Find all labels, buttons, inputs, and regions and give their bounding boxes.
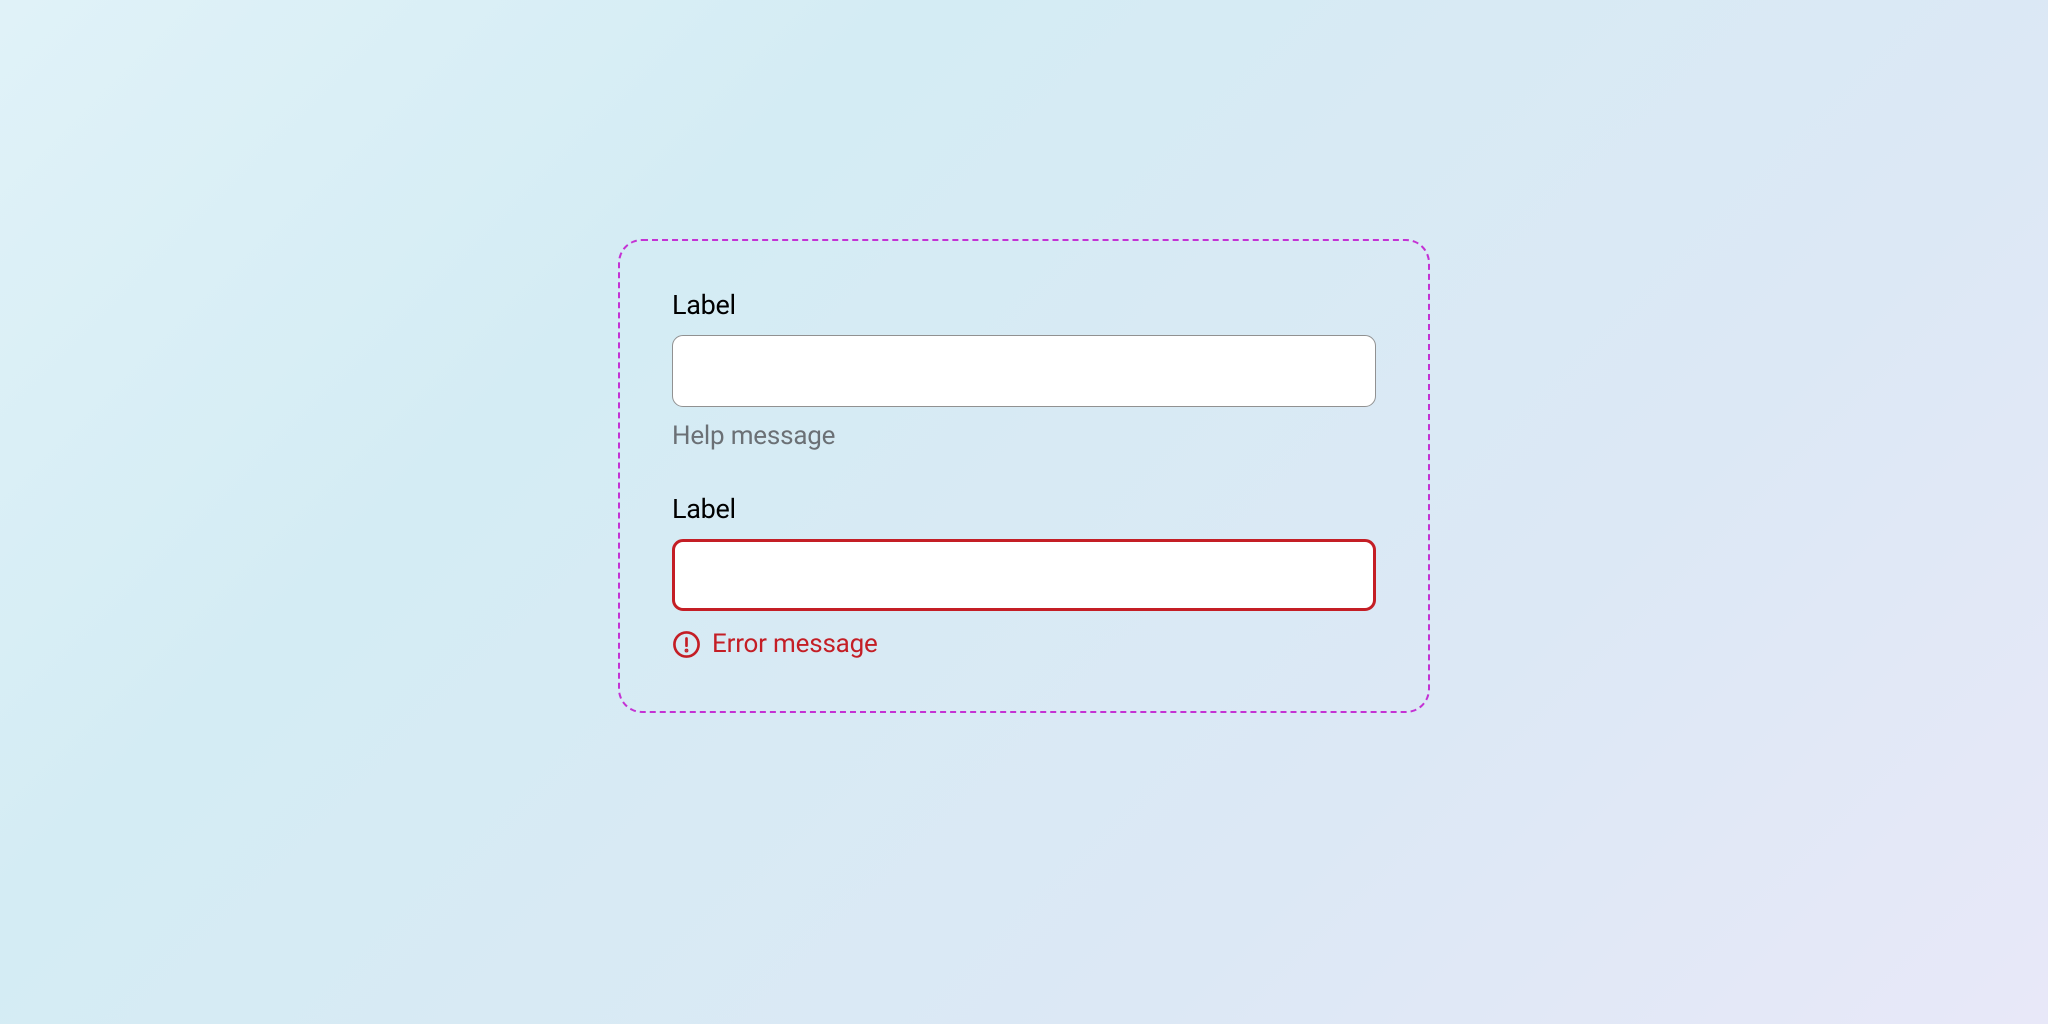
error-message: Error message: [712, 629, 878, 659]
help-message: Help message: [672, 421, 1376, 451]
form-group-error: Label Error message: [672, 493, 1376, 659]
alert-circle-icon: [672, 630, 701, 659]
form-container: Label Help message Label Error message: [618, 239, 1430, 713]
text-input-default[interactable]: [672, 335, 1376, 407]
form-group-default: Label Help message: [672, 289, 1376, 451]
field-label: Label: [672, 289, 1376, 321]
text-input-error[interactable]: [672, 539, 1376, 611]
field-label: Label: [672, 493, 1376, 525]
error-message-row: Error message: [672, 629, 1376, 659]
